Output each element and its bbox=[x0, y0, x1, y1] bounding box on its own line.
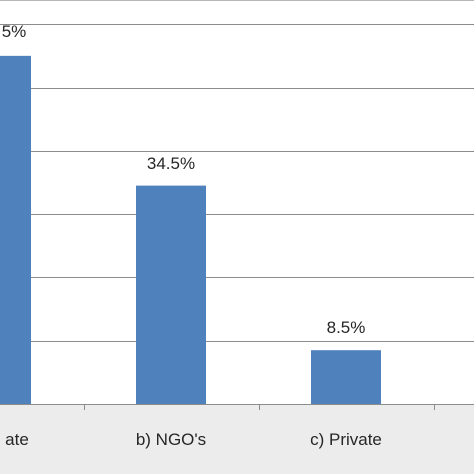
data-label-a: 5% bbox=[2, 22, 27, 41]
plot-area bbox=[0, 0, 474, 404]
x-axis-tick-labels: ate b) NGO's c) Private bbox=[5, 430, 382, 449]
x-tick-label-b: b) NGO's bbox=[136, 430, 206, 449]
gridlines bbox=[0, 24, 474, 342]
bar-c bbox=[311, 350, 381, 404]
data-label-b: 34.5% bbox=[147, 154, 195, 173]
bars bbox=[0, 55, 381, 404]
x-tick-label-a: ate bbox=[5, 430, 29, 449]
data-label-c: 8.5% bbox=[327, 318, 366, 337]
bar-a bbox=[0, 55, 31, 404]
x-axis bbox=[0, 404, 474, 410]
bar-b bbox=[136, 185, 206, 404]
x-tick-label-c: c) Private bbox=[310, 430, 382, 449]
value-labels: 5% 34.5% 8.5% bbox=[2, 22, 366, 337]
